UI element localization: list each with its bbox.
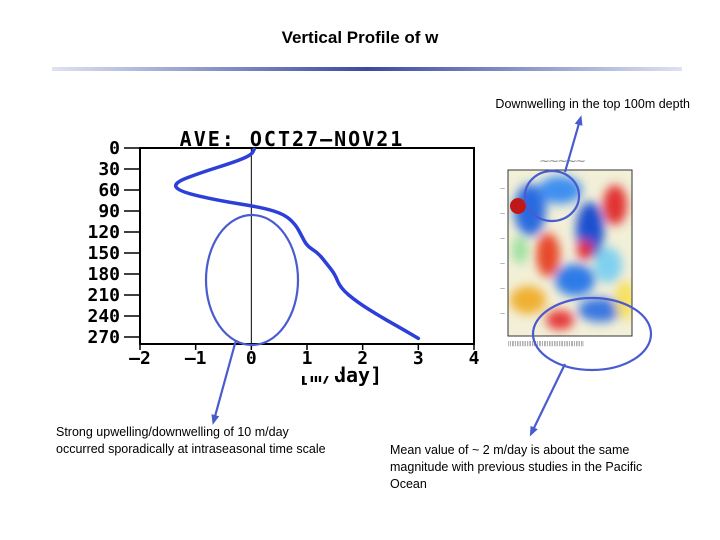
svg-text:—: — xyxy=(500,211,505,217)
x-tick-label: 4 xyxy=(469,348,480,369)
y-tick-label: 210 xyxy=(87,285,120,306)
heatmap-x-labels: ||||||||||||||||||||||||||||||||||||||||… xyxy=(508,341,584,347)
x-tick-label: 3 xyxy=(413,348,424,369)
svg-text:—: — xyxy=(500,286,505,292)
x-tick-label: 0 xyxy=(246,348,257,369)
heatmap-y-labels: — — — — — — xyxy=(500,186,505,317)
x-tick-label: —2 xyxy=(129,348,151,369)
vertical-profile-chart: AVE: OCT27—NOV21 03060901201501802102402… xyxy=(87,127,479,387)
y-tick-label: 30 xyxy=(98,159,120,180)
w-heatmap-thumbnail: ⁓⁓⁓⁓⁓ — — — — — — ||||||||||||||||||||||||||… xyxy=(500,157,633,347)
highlight-ellipse-profile xyxy=(204,213,300,347)
svg-text:—: — xyxy=(500,311,505,317)
highlight-circle-top xyxy=(523,169,581,223)
annotations xyxy=(204,115,653,437)
x-tick-label: 1 xyxy=(302,348,313,369)
svg-text:—: — xyxy=(500,261,505,267)
arrow-to-right-caption xyxy=(529,363,566,437)
y-tick-label: 270 xyxy=(87,327,120,348)
y-tick-label: 0 xyxy=(109,138,120,159)
highlight-ellipse-bottom xyxy=(531,296,653,372)
title-underline xyxy=(52,67,682,71)
svg-text:—: — xyxy=(500,186,505,192)
chart-title: AVE: OCT27—NOV21 xyxy=(180,127,405,151)
y-tick-label: 240 xyxy=(87,306,120,327)
heatmap-title-scribble: ⁓⁓⁓⁓⁓ xyxy=(540,157,585,167)
slide-title: Vertical Profile of w xyxy=(281,28,439,47)
y-tick-label: 150 xyxy=(87,243,120,264)
arrow-to-left-caption xyxy=(211,339,238,425)
caption-bottom-left: Strong upwelling/downwelling of 10 m/day… xyxy=(56,425,326,456)
profile-series-line xyxy=(174,147,421,341)
caption-bottom-right: Mean value of ~ 2 m/day is about the sam… xyxy=(390,443,643,491)
arrow-to-top-caption xyxy=(563,115,583,173)
y-tick-label: 60 xyxy=(98,180,120,201)
x-tick-label: —1 xyxy=(185,348,207,369)
axis-label-mask xyxy=(240,364,340,376)
svg-text:—: — xyxy=(500,236,505,242)
y-tick-label: 120 xyxy=(87,222,120,243)
y-tick-label: 90 xyxy=(98,201,120,222)
heatmap-frame xyxy=(507,169,633,337)
x-tick-label: 2 xyxy=(357,348,368,369)
y-tick-label: 180 xyxy=(87,264,120,285)
svg-text:||||||||||||||||||||||||||||||: ||||||||||||||||||||||||||||||||||||||||… xyxy=(508,341,584,347)
caption-top-right: Downwelling in the top 100m depth xyxy=(495,97,690,111)
